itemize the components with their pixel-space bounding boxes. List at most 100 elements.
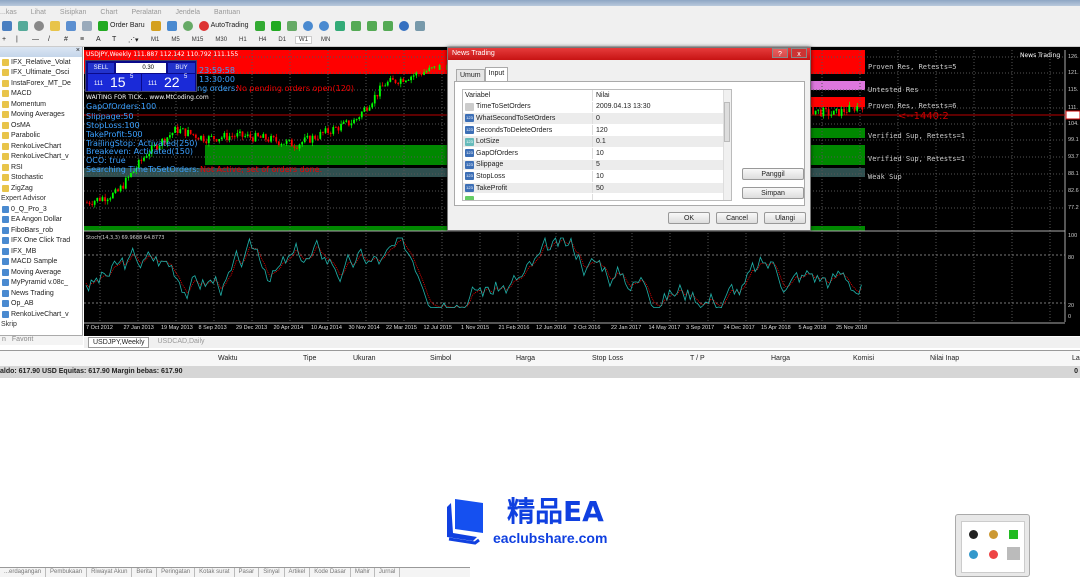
save-icon[interactable] [2, 20, 12, 31]
col-type[interactable]: Tipe [303, 355, 317, 362]
bar-chart-icon[interactable] [254, 20, 265, 31]
value-cell[interactable]: 0.1 [596, 138, 606, 146]
tab-general[interactable]: Umum [456, 69, 485, 81]
lot-size-input[interactable]: 0.30 [116, 63, 166, 73]
terminal-tab[interactable]: ...erdagangan [0, 568, 47, 577]
menu-help[interactable]: Bantuan [214, 8, 241, 16]
line-chart-icon[interactable] [286, 20, 297, 31]
menu-chart[interactable]: Chart [100, 8, 118, 16]
navigator-item[interactable]: IFX One Click Trad [0, 236, 82, 247]
horizontal-line-icon[interactable]: — [32, 36, 39, 43]
pen-icon[interactable] [989, 530, 998, 539]
value-cell[interactable]: 5 [596, 161, 600, 169]
navigator-category[interactable]: Skrip [0, 320, 82, 331]
tab-inputs[interactable]: Input [484, 67, 509, 81]
navigator-item[interactable]: IFX_Relative_Volat [0, 57, 82, 68]
terminal-tab[interactable]: Sinyal [259, 568, 285, 577]
navigator-item[interactable]: Op_AB [0, 299, 82, 310]
terminal-tab[interactable]: Mahir [351, 568, 375, 577]
tab-favorites[interactable]: Favorit [11, 336, 34, 343]
value-cell[interactable]: 50 [596, 184, 604, 192]
navigator-item[interactable]: RenkoLiveChart_v [0, 152, 82, 163]
navigator-item[interactable]: Momentum [0, 99, 82, 110]
timeframe-h1[interactable]: H1 [239, 36, 247, 43]
timeframe-mn[interactable]: MN [321, 36, 331, 43]
navigator-item[interactable]: Stochastic [0, 173, 82, 184]
load-button[interactable]: Panggil [742, 168, 804, 180]
value-cell[interactable]: 10 [596, 149, 604, 157]
terminal-tab[interactable]: Peringatan [157, 568, 196, 577]
menu-window[interactable]: Jendela [175, 8, 201, 16]
periods-icon[interactable] [398, 20, 409, 31]
col-price2[interactable]: Harga [771, 355, 791, 362]
col-tp[interactable]: T / P [690, 355, 705, 362]
sell-price[interactable]: 111 15 5 [88, 74, 141, 91]
close-icon[interactable]: × [75, 47, 80, 54]
candlestick-icon[interactable] [270, 20, 281, 31]
navigator-item[interactable]: MACD [0, 89, 82, 100]
table-row[interactable]: TimeToSetOrders 2009.04.13 13:30 [463, 101, 731, 114]
buy-button[interactable]: BUY [168, 63, 195, 73]
navigator-item[interactable]: EA Angon Dollar [0, 215, 82, 226]
terminal-tab[interactable]: Kotak surat [195, 568, 235, 577]
ok-button[interactable]: OK [668, 212, 710, 224]
col-value[interactable]: Nilai [596, 91, 610, 99]
crosshair-icon[interactable] [34, 20, 44, 31]
terminal-tab[interactable]: Jurnal [375, 568, 401, 577]
indicators-icon[interactable] [382, 20, 393, 31]
navigator-icon[interactable] [66, 20, 76, 31]
terminal-tab[interactable]: Kode Dasar [310, 568, 351, 577]
terminal-tab[interactable]: Pasar [235, 568, 260, 577]
table-row[interactable]: 123 Slippage 5 [463, 159, 731, 172]
menu-insert[interactable]: Sisipkan [59, 8, 87, 16]
navigator-item[interactable]: Parabolic [0, 131, 82, 142]
value-cell[interactable]: 2009.04.13 13:30 [596, 103, 651, 111]
table-row[interactable]: 123 WhatSecondToSetOrders 0 [463, 113, 731, 125]
pen-tool-icon[interactable] [1007, 547, 1020, 560]
tile-windows-icon[interactable] [334, 20, 345, 31]
timeframe-w1[interactable]: W1 [295, 35, 313, 44]
col-profit[interactable]: La [1072, 355, 1080, 362]
value-cell[interactable]: 10 [596, 172, 604, 180]
col-stoploss[interactable]: Stop Loss [592, 355, 624, 362]
sell-button[interactable]: SELL [88, 63, 114, 73]
timeframe-m15[interactable]: M15 [191, 36, 204, 43]
vertical-line-icon[interactable]: | [16, 36, 18, 43]
terminal-tab[interactable]: Pembukaan [46, 568, 88, 577]
navigator-item[interactable]: ZigZag [0, 183, 82, 194]
tab-common[interactable]: n [2, 336, 6, 343]
network-icon[interactable] [969, 550, 978, 559]
terminal-tab[interactable]: Berita [132, 568, 158, 577]
zoom-out-icon[interactable] [318, 20, 329, 31]
reset-button[interactable]: Ulangi [764, 212, 806, 224]
timeframe-d1[interactable]: D1 [278, 36, 287, 43]
autoscroll-icon[interactable] [366, 20, 377, 31]
col-symbol[interactable]: Simbol [430, 355, 452, 362]
menu-file[interactable]: ...kas [0, 8, 17, 16]
buy-price[interactable]: 111 22 5 [142, 74, 195, 91]
new-order-button[interactable]: Order Baru [98, 20, 145, 31]
col-commission[interactable]: Komisi [853, 355, 875, 362]
navigator-item[interactable]: RenkoLiveChart [0, 141, 82, 152]
terminal-tab[interactable]: Riwayat Akun [87, 568, 133, 577]
channel-icon[interactable]: # [64, 36, 68, 43]
navigator-item[interactable]: OsMA [0, 120, 82, 131]
col-price[interactable]: Harga [516, 355, 536, 362]
col-swap[interactable]: Nilai Inap [930, 355, 960, 362]
cancel-button[interactable]: Cancel [716, 212, 758, 224]
shapes-icon[interactable]: ⋰▾ [128, 36, 139, 44]
table-row[interactable]: 123 LotSize 0.1 [463, 136, 731, 148]
text-icon[interactable]: A [96, 36, 101, 43]
timeframe-m5[interactable]: M5 [171, 36, 180, 43]
col-size[interactable]: Ukuran [353, 355, 376, 362]
vertical-scrollbar[interactable] [723, 90, 731, 200]
timeframe-m1[interactable]: M1 [151, 36, 160, 43]
triangle-app-icon[interactable] [1009, 530, 1018, 539]
navigator-item[interactable]: MyPyramid v.08c_ [0, 278, 82, 289]
table-row[interactable]: 123 TakeProfit 50 [463, 182, 731, 195]
close-button[interactable]: x [791, 48, 807, 58]
autotrading-button[interactable]: AutoTrading [198, 20, 249, 31]
crosshair-tool-icon[interactable]: + [2, 36, 7, 43]
navigator-item[interactable]: News Trading [0, 288, 82, 299]
menu-view[interactable]: Lihat [30, 8, 46, 16]
